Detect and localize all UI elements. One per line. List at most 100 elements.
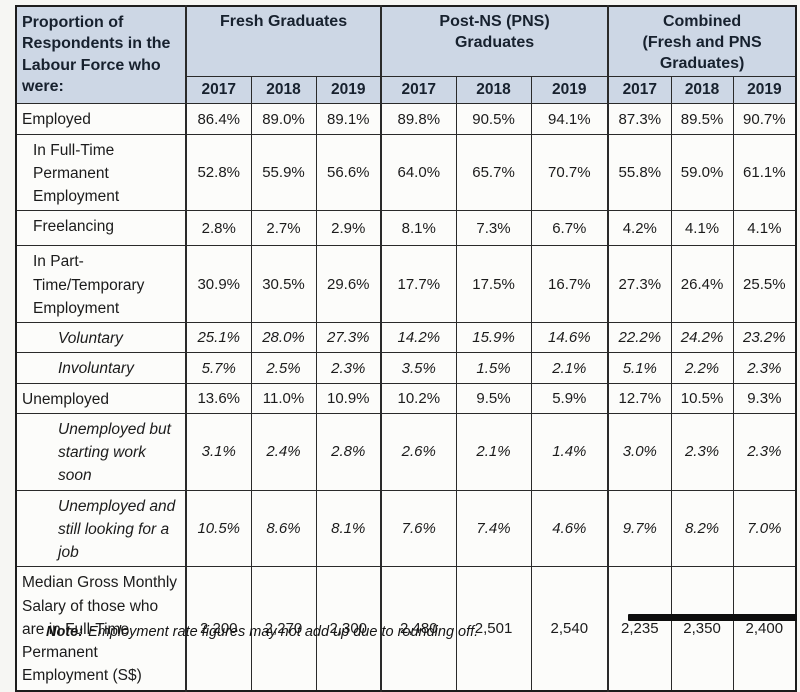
value-cell: 6.7%	[530, 210, 609, 247]
year-header: 2017	[185, 76, 252, 105]
value-cell: 2,540	[530, 566, 609, 692]
value-cell: 2.1%	[530, 352, 609, 384]
value-cell: 7.4%	[455, 489, 532, 568]
value-cell: 1.4%	[530, 412, 609, 491]
value-cell: 30.9%	[185, 245, 252, 324]
value-cell: 2.6%	[380, 412, 457, 491]
value-cell: 2.1%	[455, 412, 532, 491]
value-cell: 2.3%	[315, 352, 382, 384]
value-cell: 89.1%	[315, 103, 382, 135]
value-cell: 64.0%	[380, 133, 457, 212]
value-cell: 27.3%	[607, 245, 672, 324]
value-cell: 17.5%	[455, 245, 532, 324]
value-cell: 24.2%	[670, 322, 734, 354]
value-cell: 17.7%	[380, 245, 457, 324]
value-cell: 94.1%	[530, 103, 609, 135]
table-footnote: Note: Employment rate figures may not add…	[46, 624, 478, 640]
value-cell: 5.7%	[185, 352, 252, 384]
value-cell: 29.6%	[315, 245, 382, 324]
value-cell: 10.5%	[670, 382, 734, 414]
row-label: Unemployed and still looking for a job	[15, 489, 187, 568]
value-cell: 2.3%	[670, 412, 734, 491]
value-cell: 56.6%	[315, 133, 382, 212]
value-cell: 12.7%	[607, 382, 672, 414]
year-header: 2018	[455, 76, 532, 105]
table-row: Employed 86.4% 89.0% 89.1% 89.8% 90.5% 94.1% 87…	[15, 103, 797, 135]
value-cell: 13.6%	[185, 382, 252, 414]
value-cell: 89.8%	[380, 103, 457, 135]
table-row: Freelancing 2.8% 2.7% 2.9% 8.1% 7.3% 6.7% 4.2% 4…	[15, 210, 797, 247]
value-cell: 8.2%	[670, 489, 734, 568]
employment-statistics-table: Proportion of Respondents in the Labour …	[15, 5, 798, 692]
value-cell: 87.3%	[607, 103, 672, 135]
value-cell: 3.5%	[380, 352, 457, 384]
value-cell: 16.7%	[530, 245, 609, 324]
value-cell: 25.5%	[732, 245, 797, 324]
year-header: 2018	[250, 76, 317, 105]
value-cell: 26.4%	[670, 245, 734, 324]
value-cell: 5.9%	[530, 382, 609, 414]
table-row: Unemployed and still looking for a job 10…	[15, 489, 797, 568]
value-cell: 8.1%	[315, 489, 382, 568]
year-header: 2017	[607, 76, 672, 105]
value-cell: 89.5%	[670, 103, 734, 135]
year-header: 2019	[530, 76, 609, 105]
value-cell: 11.0%	[250, 382, 317, 414]
value-cell: 22.2%	[607, 322, 672, 354]
table-row: Involuntary 5.7% 2.5% 2.3% 3.5% 1.5% 2.1% 5.1% 2…	[15, 352, 797, 384]
value-cell: 8.1%	[380, 210, 457, 247]
value-cell: 70.7%	[530, 133, 609, 212]
value-cell: 9.7%	[607, 489, 672, 568]
value-cell: 2,350	[670, 566, 734, 692]
year-header: 2019	[732, 76, 797, 105]
footnote-label: Note:	[46, 624, 84, 640]
value-cell: 59.0%	[670, 133, 734, 212]
row-label: Voluntary	[15, 322, 187, 354]
value-cell: 10.9%	[315, 382, 382, 414]
value-cell: 14.6%	[530, 322, 609, 354]
value-cell: 61.1%	[732, 133, 797, 212]
value-cell: 7.6%	[380, 489, 457, 568]
value-cell: 55.9%	[250, 133, 317, 212]
value-cell: 2,235	[607, 566, 672, 692]
year-header: 2019	[315, 76, 382, 105]
value-cell: 2.8%	[315, 412, 382, 491]
row-label: Unemployed	[15, 382, 187, 414]
value-cell: 4.6%	[530, 489, 609, 568]
value-cell: 3.0%	[607, 412, 672, 491]
year-header: 2018	[670, 76, 734, 105]
table-header: Proportion of Respondents in the Labour …	[15, 5, 797, 105]
value-cell: 2.3%	[732, 412, 797, 491]
row-label: Employed	[15, 103, 187, 135]
value-cell: 9.5%	[455, 382, 532, 414]
value-cell: 10.2%	[380, 382, 457, 414]
value-cell: 89.0%	[250, 103, 317, 135]
value-cell: 86.4%	[185, 103, 252, 135]
value-cell: 7.0%	[732, 489, 797, 568]
value-cell: 2.8%	[185, 210, 252, 247]
group-header-fresh-graduates: Fresh Graduates	[184, 5, 382, 78]
value-cell: 15.9%	[455, 322, 532, 354]
table-row: In Part-Time/Temporary Employment 30.9% 30…	[15, 245, 797, 324]
table-row: Voluntary 25.1% 28.0% 27.3% 14.2% 15.9% 14.6% 2…	[15, 322, 797, 354]
value-cell: 28.0%	[250, 322, 317, 354]
table-row: Unemployed but starting work soon 3.1% 2.4…	[15, 412, 797, 491]
value-cell: 8.6%	[250, 489, 317, 568]
group-header-combined-graduates: Combined (Fresh and PNS Graduates)	[607, 5, 797, 78]
table-body: Employed 86.4% 89.0% 89.1% 89.8% 90.5% 94.1% 87…	[15, 103, 797, 692]
value-cell: 2.5%	[250, 352, 317, 384]
value-cell: 65.7%	[455, 133, 532, 212]
value-cell: 4.1%	[670, 210, 734, 247]
value-cell: 2.7%	[250, 210, 317, 247]
value-cell: 30.5%	[250, 245, 317, 324]
table-corner-header: Proportion of Respondents in the Labour …	[15, 5, 187, 105]
row-label: In Part-Time/Temporary Employment	[15, 245, 187, 324]
value-cell: 10.5%	[185, 489, 252, 568]
value-cell: 25.1%	[185, 322, 252, 354]
value-cell: 90.7%	[732, 103, 797, 135]
row-label: Unemployed but starting work soon	[15, 412, 187, 491]
value-cell: 7.3%	[455, 210, 532, 247]
value-cell: 2.9%	[315, 210, 382, 247]
scan-artifact-bar	[628, 614, 797, 621]
value-cell: 4.1%	[732, 210, 797, 247]
